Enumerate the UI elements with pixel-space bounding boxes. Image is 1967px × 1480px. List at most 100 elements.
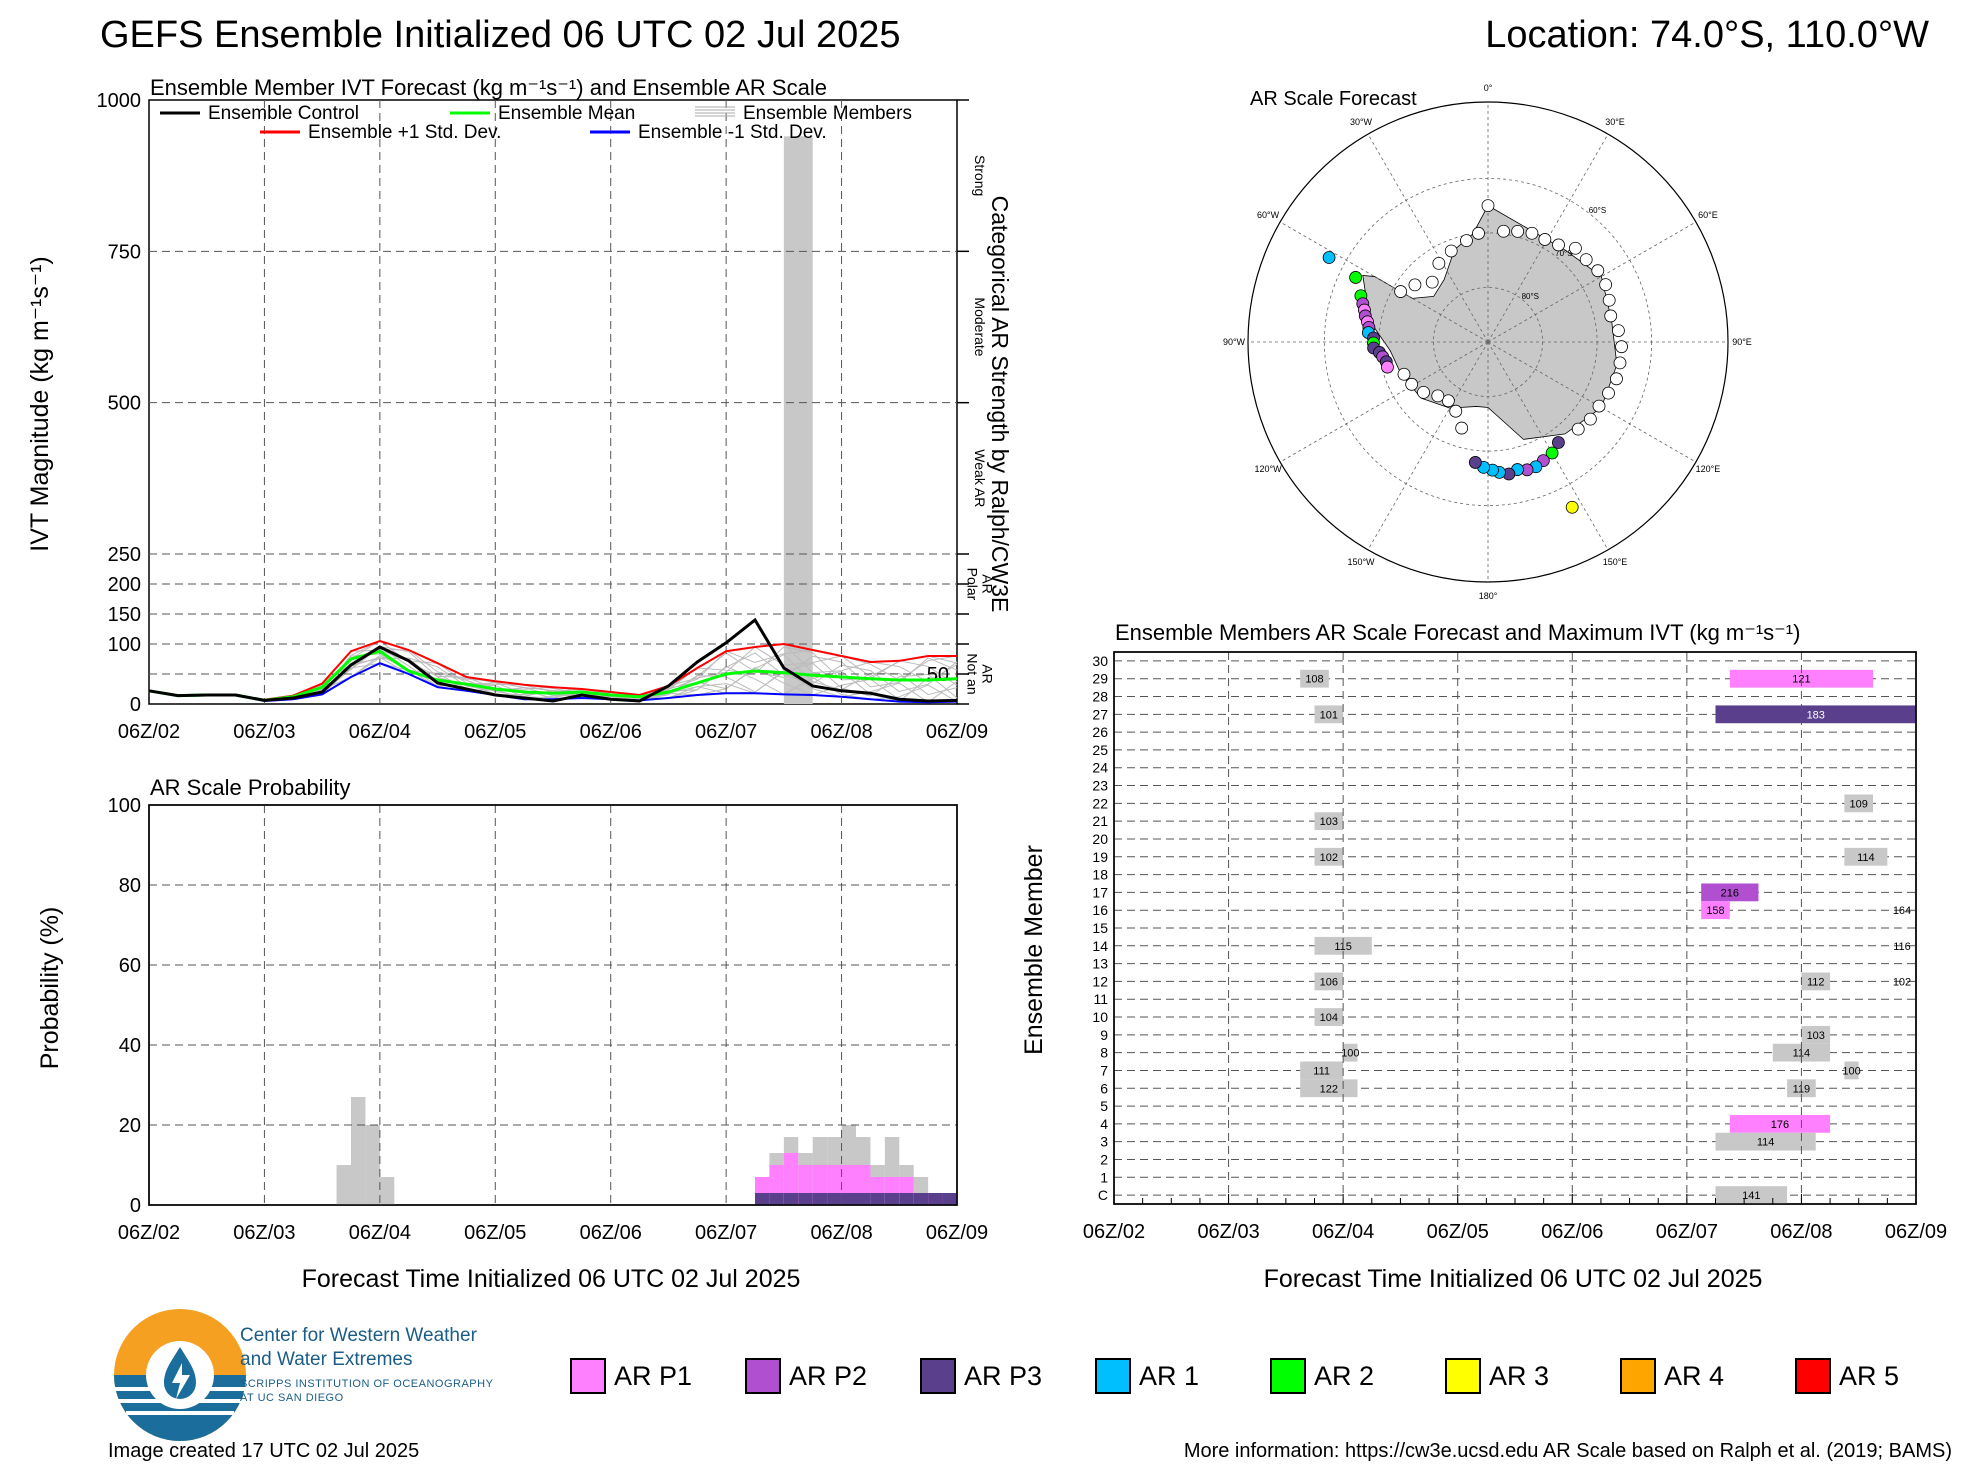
- map-meridian: [1367, 133, 1489, 343]
- prob-bar-ar-p3: [913, 1193, 929, 1205]
- member-event-value: 158: [1706, 905, 1724, 917]
- prob-bar-ar-p3: [783, 1193, 799, 1205]
- member-event-value: 100: [1842, 1065, 1860, 1077]
- map-lon-label: 120°W: [1254, 464, 1282, 474]
- member-row-label: 19: [1092, 849, 1108, 865]
- map-ar-point: [1425, 275, 1439, 289]
- member-event-bar: [1314, 1008, 1344, 1026]
- member-xtick-label: 06Z/06: [1541, 1221, 1603, 1243]
- member-row-label: C: [1098, 1187, 1108, 1203]
- legend-swatch: [745, 1358, 781, 1394]
- map-ar-point: [1615, 340, 1628, 354]
- map-meridian: [1279, 221, 1489, 343]
- member-row-label: 4: [1100, 1116, 1108, 1132]
- map-lon-label: 180°: [1479, 591, 1498, 600]
- prob-xtick-label: 06Z/08: [810, 1222, 872, 1244]
- member-row-label: 5: [1100, 1098, 1108, 1114]
- ivt-category-label: AR: [980, 664, 996, 683]
- member-row-label: 24: [1092, 760, 1108, 776]
- map-ar-point: [1417, 385, 1430, 399]
- member-row-label: 3: [1100, 1134, 1108, 1150]
- member-event-value: 106: [1320, 976, 1338, 988]
- member-event-value: 102: [1320, 852, 1338, 864]
- map-lon-label: 150°W: [1347, 557, 1375, 567]
- map-ar-point: [1405, 377, 1419, 391]
- member-event-value: 111: [1313, 1065, 1330, 1077]
- legend-swatch: [1270, 1358, 1306, 1394]
- map-lon-label: 60°E: [1698, 210, 1718, 220]
- member-row-label: 11: [1093, 991, 1108, 1007]
- member-frame: [1113, 651, 1917, 1205]
- prob-ytick-label: 0: [130, 1195, 141, 1217]
- prob-bar-gray: [351, 1097, 366, 1205]
- map-meridian: [1487, 341, 1697, 463]
- map-ar-point: [1602, 293, 1616, 307]
- member-title: Ensemble Members AR Scale Forecast and M…: [1115, 620, 1800, 645]
- page-title: GEFS Ensemble Initialized 06 UTC 02 Jul …: [100, 14, 901, 56]
- member-row-label: 22: [1092, 795, 1108, 811]
- member-row-label: 25: [1092, 742, 1108, 758]
- legend-item-ar-p1: AR P1: [570, 1358, 692, 1394]
- member-event-value: 116: [1893, 941, 1911, 953]
- legend-item-ar-p3: AR P3: [920, 1358, 1042, 1394]
- map-lon-label: 0°: [1484, 83, 1493, 93]
- member-event-value: 104: [1320, 1012, 1338, 1024]
- ivt-xtick-label: 06Z/05: [464, 721, 526, 743]
- member-row-label: 21: [1092, 813, 1108, 829]
- ivt-series-line: [148, 617, 958, 703]
- map-ar-point: [1455, 421, 1469, 435]
- member-xtick-label: 06Z/02: [1083, 1221, 1145, 1243]
- member-ar-chart: Ensemble Members AR Scale Forecast and M…: [1020, 620, 1947, 1293]
- org-affiliation-line2: AT UC SAN DIEGO: [240, 1392, 344, 1404]
- member-event-bar: [1772, 1043, 1831, 1062]
- member-event-value: 109: [1850, 798, 1868, 810]
- legend-item-ar-2: AR 2: [1270, 1358, 1374, 1394]
- member-event-value: 108: [1305, 674, 1323, 686]
- map-title: AR Scale Forecast: [1250, 88, 1417, 110]
- legend-item-ar-1: AR 1: [1095, 1358, 1199, 1394]
- map-lat-label: 80°S: [1522, 292, 1539, 301]
- map-ar-point: [1545, 446, 1559, 460]
- map-meridian: [1279, 341, 1489, 463]
- map-ar-point: [1460, 234, 1473, 248]
- legend-swatch: [1620, 1358, 1656, 1394]
- probability-chart: AR Scale Probability Probability (%) For…: [36, 775, 988, 1293]
- ivt-legend-label: Ensemble Mean: [498, 103, 635, 124]
- map-ar-point: [1472, 226, 1485, 240]
- prob-bar-ar-p3: [942, 1193, 957, 1205]
- legend-label: AR 5: [1839, 1360, 1900, 1391]
- ivt-ytick-label: 1000: [97, 90, 142, 112]
- map-lon-label: 30°W: [1350, 117, 1373, 127]
- prob-bar-ar-p1: [783, 1153, 799, 1205]
- member-row-label: 20: [1092, 831, 1108, 847]
- footer-info: More information: https://cw3e.ucsd.edu …: [1183, 1440, 1952, 1462]
- map-ar-point: [1394, 285, 1408, 298]
- ivt-ytick-label: 750: [108, 241, 141, 263]
- member-event-bar: [1300, 669, 1329, 688]
- member-row-label: 1: [1100, 1169, 1108, 1185]
- prob-ytick-label: 100: [108, 795, 141, 817]
- map-ar-point: [1538, 233, 1552, 246]
- member-row-label: 29: [1092, 671, 1108, 687]
- map-ar-point: [1604, 309, 1618, 323]
- legend-swatch: [1445, 1358, 1481, 1394]
- org-name-line1: Center for Western Weather: [240, 1325, 477, 1346]
- legend-label: AR 4: [1664, 1360, 1725, 1391]
- prob-xtick-label: 06Z/02: [118, 1222, 180, 1244]
- member-event-bar: [1343, 1043, 1358, 1062]
- prob-ytick-label: 20: [119, 1115, 141, 1137]
- map-ar-point: [1481, 199, 1495, 213]
- org-affiliation-line1: SCRIPPS INSTITUTION OF OCEANOGRAPHY: [240, 1378, 494, 1390]
- map-lat-label: 70°S: [1555, 249, 1572, 258]
- member-event-bar: [1844, 847, 1888, 866]
- map-ar-point: [1349, 271, 1363, 284]
- member-event-bar: [1300, 1061, 1344, 1080]
- ivt-ytick-label: 150: [108, 604, 141, 626]
- member-event-value: 114: [1757, 1137, 1775, 1149]
- map-ar-point: [1444, 244, 1458, 258]
- member-event-bar: [1801, 972, 1831, 991]
- ivt-xtick-label: 06Z/06: [580, 721, 642, 743]
- ivt-legend-label: Ensemble Control: [208, 103, 359, 124]
- prob-xtick-label: 06Z/04: [349, 1222, 411, 1244]
- ivt-legend-label: Ensemble -1 Std. Dev.: [638, 122, 827, 143]
